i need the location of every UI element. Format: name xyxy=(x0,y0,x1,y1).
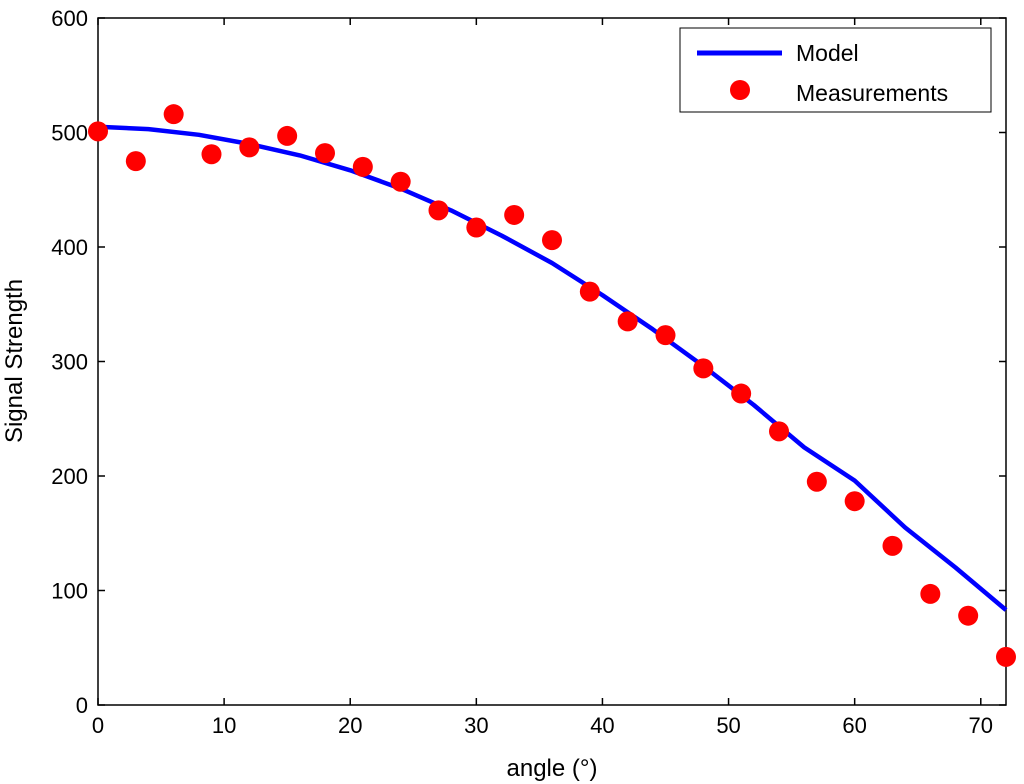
measurement-point xyxy=(542,230,562,251)
x-tick-label: 30 xyxy=(464,713,488,738)
measurement-point xyxy=(163,104,184,125)
measurement-point xyxy=(277,125,298,146)
measurement-point xyxy=(466,217,487,238)
measurement-point xyxy=(504,204,525,225)
measurement-point xyxy=(920,583,941,604)
measurement-point xyxy=(996,646,1016,667)
y-tick-label: 400 xyxy=(51,235,88,260)
x-axis-label: angle (°) xyxy=(507,755,598,782)
measurement-point xyxy=(882,535,903,556)
measurement-point xyxy=(390,171,411,192)
measurement-point xyxy=(693,358,714,379)
measurement-point xyxy=(428,200,449,221)
plot-area xyxy=(97,17,1007,706)
measurement-point xyxy=(579,281,600,302)
measurement-point xyxy=(731,383,752,404)
x-tick-labels: 0 10 20 30 40 50 60 70 xyxy=(92,713,993,738)
y-tick-label: 600 xyxy=(51,6,88,31)
measurement-point xyxy=(88,121,108,142)
measurement-point xyxy=(315,143,335,164)
y-tick-label: 100 xyxy=(51,579,88,604)
measurement-point xyxy=(844,491,865,512)
measurement-point xyxy=(617,311,638,332)
x-tick-label: 60 xyxy=(842,713,866,738)
x-tick-label: 10 xyxy=(212,713,236,738)
y-tick-label: 300 xyxy=(51,350,88,375)
legend-model-label: Model xyxy=(796,40,859,66)
measurement-point xyxy=(806,471,827,492)
x-tick-label: 40 xyxy=(590,713,614,738)
x-tick-label: 20 xyxy=(338,713,362,738)
legend-measurements-swatch xyxy=(730,80,750,100)
y-tick-labels: 0 100 200 300 400 500 600 xyxy=(51,6,88,718)
measurement-point xyxy=(352,156,373,177)
x-tick-label: 70 xyxy=(969,713,993,738)
legend-box xyxy=(679,27,992,113)
x-tick-label: 50 xyxy=(716,713,740,738)
y-tick-label: 0 xyxy=(76,693,88,718)
legend: Model Measurements xyxy=(679,27,992,113)
measurement-point xyxy=(201,144,222,165)
measurement-point xyxy=(125,151,146,172)
y-axis-label: Signal Strength xyxy=(1,279,28,443)
legend-measurements-label: Measurements xyxy=(796,80,948,106)
y-tick-label: 500 xyxy=(51,121,88,146)
y-tick-label: 200 xyxy=(51,464,88,489)
measurement-point xyxy=(958,605,979,626)
axis-ticks xyxy=(97,17,1006,706)
measurement-point xyxy=(655,325,676,346)
measurement-point xyxy=(239,137,260,158)
series-layer xyxy=(88,104,1016,667)
measurement-point xyxy=(769,421,789,442)
x-tick-label: 0 xyxy=(92,713,104,738)
